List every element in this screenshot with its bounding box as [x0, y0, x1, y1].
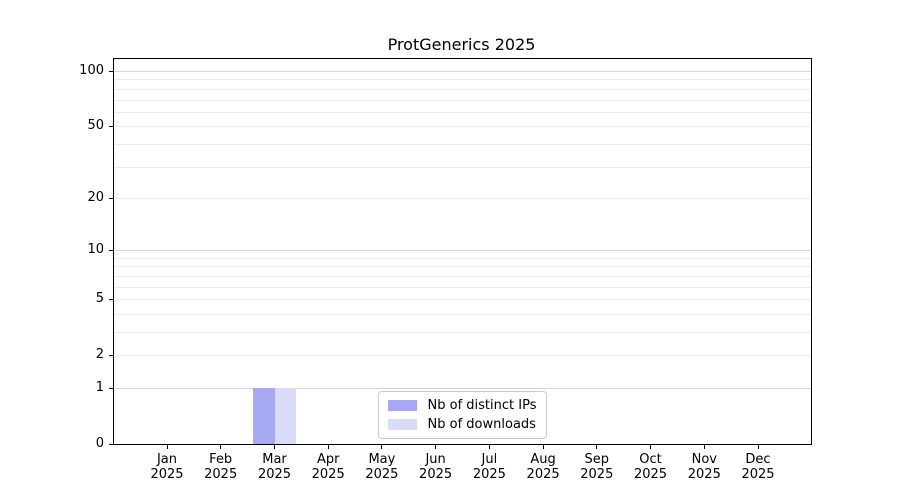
gridline-y-2 — [114, 355, 811, 357]
x-tick-mark-jan — [166, 444, 168, 449]
x-tick-label-jul: Jul 2025 — [472, 452, 506, 482]
y-tick-mark-2 — [109, 355, 114, 357]
x-tick-label-apr: Apr 2025 — [311, 452, 345, 482]
gridline-y-8 — [114, 266, 811, 268]
y-tick-label-100: 100 — [79, 63, 104, 78]
gridline-y-60 — [114, 111, 811, 113]
x-tick-mark-jun — [435, 444, 437, 449]
y-tick-label-50: 50 — [87, 118, 104, 134]
y-tick-mark-10 — [109, 250, 114, 252]
gridline-y-10 — [114, 250, 811, 252]
y-tick-mark-50 — [109, 126, 114, 128]
gridline-y-4 — [114, 313, 811, 315]
x-tick-label-jan: Jan 2025 — [150, 452, 184, 482]
x-tick-mark-nov — [703, 444, 705, 449]
x-tick-label-sep: Sep 2025 — [580, 452, 614, 482]
y-tick-label-10: 10 — [87, 242, 104, 258]
y-tick-label-5: 5 — [95, 291, 104, 307]
gridline-y-5 — [114, 299, 811, 301]
x-tick-label-jun: Jun 2025 — [419, 452, 453, 482]
plot-area: 0 1 2 5 10 20 50 100 Jan 2025 Feb 2025 Mar 2025 Apr 202… — [79, 58, 812, 482]
x-tick-label-feb: Feb 2025 — [204, 452, 238, 482]
x-tick-mark-apr — [327, 444, 329, 449]
x-tick-mark-oct — [650, 444, 651, 449]
legend-item-downloads: Nb of downloads — [387, 417, 537, 432]
gridline-y-100 — [114, 71, 811, 72]
y-tick-mark-20 — [109, 197, 114, 199]
y-tick-mark-1 — [109, 388, 114, 389]
x-tick-mark-may — [381, 444, 383, 449]
gridline-y-3 — [114, 332, 811, 333]
gridline-y-90 — [114, 79, 811, 81]
gridline-y-40 — [114, 143, 811, 145]
bar-mar-distinct-ips — [253, 388, 275, 444]
x-tick-label-mar: Mar 2025 — [257, 452, 292, 482]
gridline-y-7 — [114, 275, 811, 277]
x-tick-mark-aug — [542, 444, 544, 449]
x-tick-label-aug: Aug 2025 — [526, 452, 560, 482]
gridline-y-50 — [114, 126, 811, 128]
bar-mar-downloads — [274, 388, 296, 444]
y-tick-label-0: 0 — [95, 436, 104, 451]
legend-swatch-distinct-ips — [387, 400, 417, 411]
gridline-y-6 — [114, 286, 811, 288]
chart-title: ProtGenerics 2025 — [387, 35, 536, 54]
legend-item-distinct-ips: Nb of distinct IPs — [387, 398, 537, 413]
x-tick-mark-feb — [220, 444, 222, 449]
x-tick-label-may: May 2025 — [365, 452, 399, 482]
x-tick-mark-sep — [596, 444, 598, 449]
x-tick-label-dec: Dec 2025 — [741, 452, 775, 482]
gridline-y-9 — [114, 257, 811, 259]
legend-swatch-downloads — [387, 419, 417, 430]
y-tick-label-1: 1 — [95, 380, 104, 395]
x-tick-mark-mar — [274, 444, 275, 449]
gridline-y-70 — [114, 99, 811, 101]
x-tick-label-nov: Nov 2025 — [687, 452, 721, 482]
x-tick-mark-jul — [488, 444, 490, 449]
gridline-y-80 — [114, 88, 811, 90]
gridline-y-20 — [114, 197, 811, 199]
legend: Nb of distinct IPs Nb of downloads — [377, 391, 548, 439]
y-tick-mark-100 — [109, 71, 114, 72]
y-tick-mark-0 — [109, 444, 114, 445]
y-tick-label-20: 20 — [87, 189, 104, 205]
gridline-y-1 — [114, 388, 811, 389]
y-tick-label-2: 2 — [95, 347, 104, 363]
y-tick-mark-5 — [109, 299, 114, 301]
x-tick-label-oct: Oct 2025 — [633, 452, 668, 482]
legend-label-distinct-ips: Nb of distinct IPs — [427, 398, 537, 413]
x-tick-mark-dec — [757, 444, 759, 449]
legend-label-downloads: Nb of downloads — [427, 417, 536, 432]
gridline-y-30 — [114, 166, 811, 168]
